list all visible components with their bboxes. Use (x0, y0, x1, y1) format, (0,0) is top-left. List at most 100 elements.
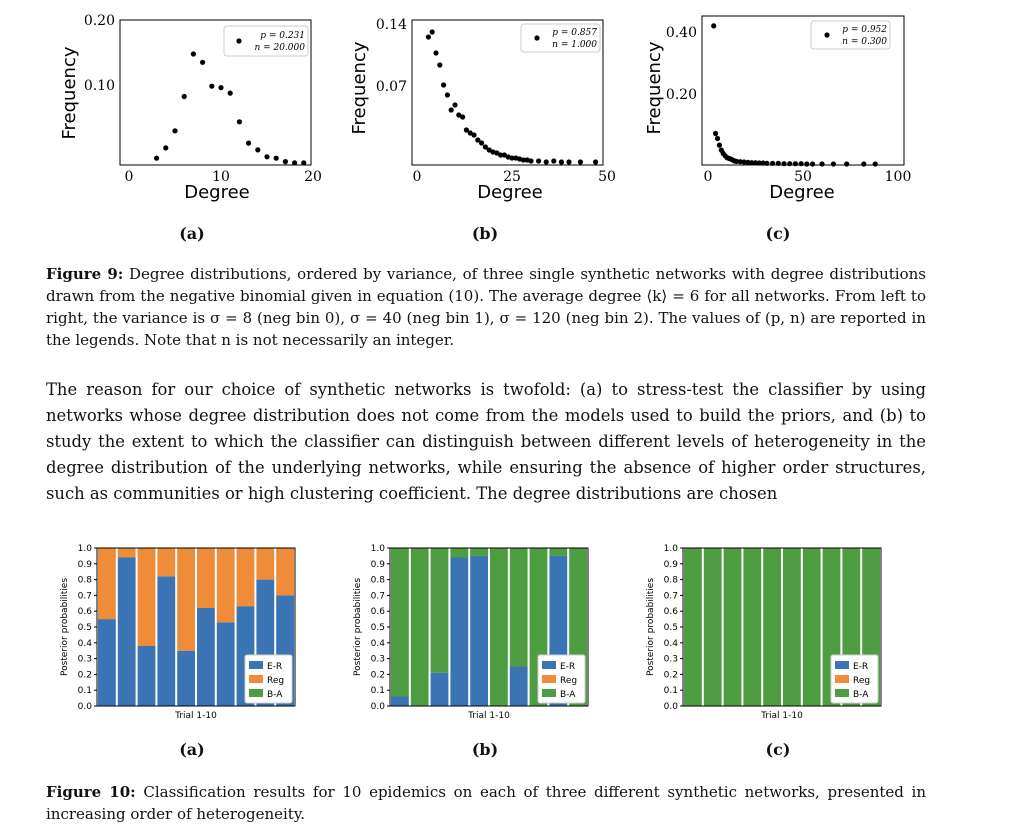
legend-box (810, 20, 891, 50)
y-axis-label: Frequency (349, 41, 370, 134)
scatter-point (509, 155, 515, 161)
bar-segment (197, 608, 215, 706)
scatter-point (733, 158, 740, 164)
legend-label: B-A (267, 690, 283, 700)
scatter-point (787, 161, 793, 167)
scatter-point (741, 159, 747, 165)
bar-segment (470, 555, 488, 706)
y-tick-label: 0.2 (78, 670, 92, 680)
y-tick-label: 0.8 (664, 576, 679, 586)
y-tick-label: 0.3 (664, 655, 678, 665)
posterior-plot-c: 1.0 0.9 0.8 0.7 0.6 0.5 0.4 0.3 0.2 0.1 0.0 Posteri… (646, 544, 882, 720)
y-tick-label: 0.9 (78, 560, 93, 570)
y-tick-label: 0.10 (84, 78, 115, 94)
scatter-point (844, 161, 850, 167)
legend-line: p = 0.231 (260, 31, 305, 41)
scatter-point (752, 160, 759, 166)
posterior-plot-b: 1.0 0.9 0.8 0.7 0.6 0.5 0.4 0.3 0.2 0.1 0.0 Posteri… (353, 544, 589, 720)
scatter-point (756, 160, 762, 166)
x-tick-label: 100 (885, 169, 912, 185)
y-tick-label: 0.6 (371, 607, 386, 617)
legend-line: n = 0.300 (842, 37, 887, 47)
subfigure-label-a: (a) (179, 224, 205, 243)
figure-10-caption: Figure 10: Classification results for 10… (46, 781, 926, 825)
scatter-point (770, 160, 776, 166)
legend-swatch (835, 675, 849, 683)
legend-swatch (542, 675, 556, 683)
x-tick-label: 0 (125, 169, 134, 185)
y-tick-label: 1.0 (78, 544, 93, 554)
legend-swatch (542, 661, 556, 669)
scatter-point (798, 161, 804, 167)
y-tick-label: 0.6 (78, 607, 93, 617)
scatter-point (441, 82, 447, 88)
scatter-point (520, 157, 526, 163)
bar-segment (157, 576, 176, 706)
scatter-point (792, 161, 798, 167)
scatter-point (713, 130, 719, 137)
scatter-point (804, 161, 810, 167)
scatter-point (593, 159, 599, 165)
bar-segment (177, 548, 195, 651)
x-axis-label: Degree (477, 182, 543, 203)
legend-swatch (835, 661, 849, 669)
x-tick-label: 50 (598, 169, 615, 185)
scatter-point (737, 159, 743, 165)
posterior-plot-a: 1.0 0.9 0.8 0.7 0.6 0.5 0.4 0.3 0.2 0.1 0.0 Posteri… (60, 544, 296, 720)
scatter-points (711, 23, 878, 167)
bar-segment (410, 548, 429, 706)
bar-segment (490, 548, 508, 706)
legend-marker (824, 32, 830, 38)
scatter-point (471, 132, 477, 138)
y-axis-label: Frequency (59, 46, 80, 139)
y-axis-label: Posterior probabilities (646, 578, 656, 676)
scatter-point (716, 142, 722, 148)
scatter-point (292, 160, 298, 166)
x-tick-label: 10 (212, 169, 230, 185)
legend-box (520, 23, 601, 53)
legend-label: B-A (853, 690, 869, 700)
y-tick-label: 0.5 (371, 623, 385, 633)
scatter-point (528, 158, 534, 164)
bar-segment (783, 548, 801, 706)
scatter-point (830, 161, 836, 167)
y-tick-label: 0.8 (371, 576, 386, 586)
x-axis-label: Trial 1-10 (760, 711, 803, 720)
scatter-point (282, 159, 288, 165)
scatter-point (775, 160, 781, 166)
scatter-point (764, 160, 770, 166)
scatter-point (760, 160, 766, 166)
bar-segment (430, 672, 449, 706)
y-tick-label: 0.40 (666, 25, 697, 41)
degree-plot-c: 0.40 0.20 0 50 100 Degree Frequency p = … (644, 15, 912, 203)
y-tick-label: 0.9 (664, 560, 679, 570)
y-tick-label: 0.3 (78, 655, 92, 665)
scatter-point (577, 159, 583, 165)
bar-segment (450, 548, 469, 558)
y-axis-label: Posterior probabilities (353, 578, 363, 676)
scatter-point (448, 107, 454, 113)
caption-text: Degree distributions, ordered by varianc… (46, 265, 926, 349)
scatter-point (745, 159, 751, 165)
scatter-points (425, 29, 599, 165)
scatter-point (425, 34, 431, 40)
bar-segment (470, 548, 488, 556)
caption-text: Classification results for 10 epidemics … (46, 783, 926, 823)
legend-box (223, 25, 309, 57)
scatter-point (566, 159, 572, 165)
scatter-point (543, 159, 549, 165)
bar-segment (157, 548, 176, 577)
y-tick-label: 0.4 (78, 639, 93, 649)
bar-segment (216, 622, 235, 706)
scatter-point (273, 155, 279, 161)
scatter-point (227, 90, 233, 96)
bar-segment (703, 548, 722, 706)
scatter-point (861, 161, 867, 167)
scatter-point (749, 160, 755, 166)
y-tick-label: 0.20 (84, 13, 115, 29)
y-tick-label: 0.8 (78, 576, 93, 586)
figure-9-caption: Figure 9: Degree distributions, ordered … (46, 263, 926, 351)
scatter-point (437, 62, 443, 68)
legend-marker (534, 35, 540, 41)
degree-plot-b: 0.14 0.07 0 25 50 Degree Frequency p = 0… (349, 17, 615, 203)
